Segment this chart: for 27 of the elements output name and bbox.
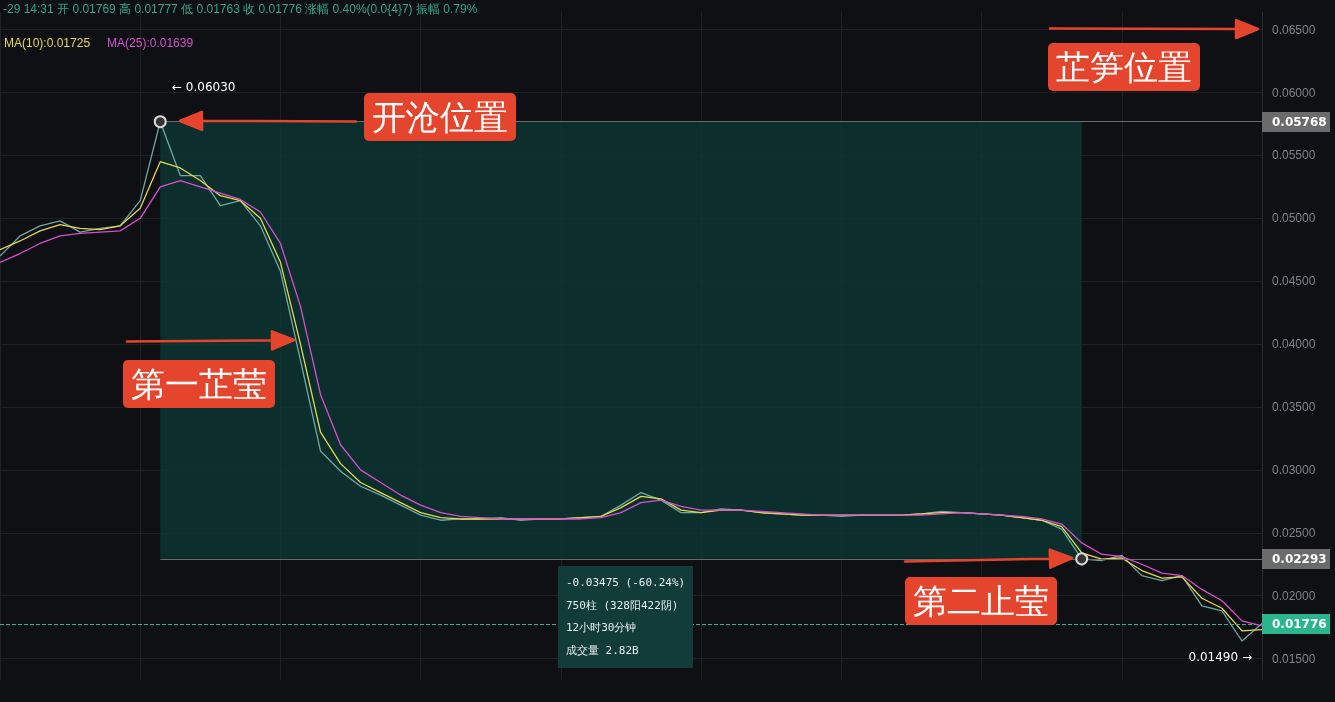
text: MA(10):0.01725 (4, 36, 91, 50)
annotation: 开沧位置 (364, 93, 516, 141)
y-tick-label: 0.01500 (1272, 651, 1316, 666)
y-tick-label: 0.03500 (1272, 400, 1316, 415)
y-tick-label: 0.06500 (1272, 22, 1316, 37)
annotation: 0.01490 → (1188, 650, 1252, 664)
y-tick-label: 0.02500 (1272, 525, 1316, 540)
annotation: ← 0.06030 (172, 80, 236, 94)
ref-line-label: 0.02293 (1262, 548, 1330, 569)
annotation: 成交量 2.82B (566, 642, 640, 659)
y-tick-label: 0.04000 (1272, 337, 1316, 352)
y-tick-label: 0.06000 (1272, 85, 1316, 100)
text: MA(25):0.01639 (107, 36, 194, 50)
annotation: 750柱 (328阳422阴) (566, 597, 680, 614)
chart-subtitle: -29 14:31 开 0.01769 高 0.01777 低 0.01763 收 0.01776 涨幅 0.40%(0.0{4}7) 振幅 0.79% (3, 2, 478, 16)
annotation: -0.03475 (-60.24%) (566, 575, 686, 591)
y-tick-label: 0.05000 (1272, 211, 1316, 226)
annotation: 第二止莹 (905, 577, 1057, 625)
y-tick-label: 0.03000 (1272, 462, 1316, 477)
annotation: 第一芷莹 (123, 360, 275, 408)
ref-line-label: 0.01776 (1262, 613, 1330, 634)
y-tick-label: 0.05500 (1272, 148, 1316, 163)
ref-line-label: 0.05768 (1262, 111, 1330, 132)
annotation: 12小时30分钟 (566, 620, 638, 636)
y-tick-label: 0.02000 (1272, 588, 1316, 603)
y-tick-label: 0.04500 (1272, 274, 1316, 289)
annotation: 芷笋位置 (1048, 43, 1200, 91)
